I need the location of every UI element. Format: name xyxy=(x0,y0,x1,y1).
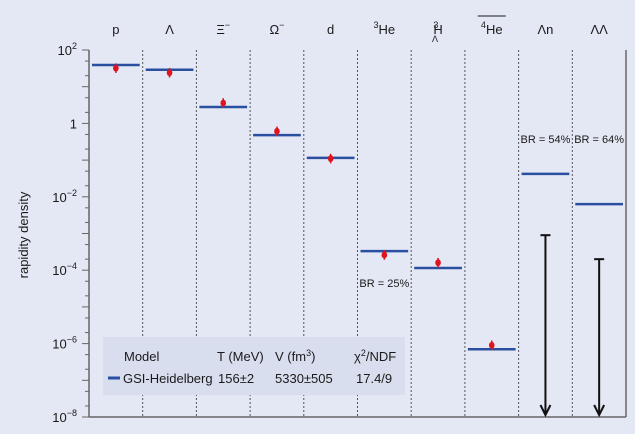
legend-header-t: T (MeV) xyxy=(217,349,264,364)
legend-header-model: Model xyxy=(124,349,160,364)
category-label: 3H xyxy=(433,20,442,37)
data-point xyxy=(488,341,495,349)
branching-ratio-label: BR = 64% xyxy=(574,134,624,146)
data-point xyxy=(327,155,334,162)
legend-model-name: GSI-Heidelberg xyxy=(123,371,213,386)
data-point xyxy=(435,259,441,267)
y-tick-label: 1 xyxy=(70,116,77,131)
y-tick-label: 10−8 xyxy=(52,408,77,425)
category-label: ΛΛ xyxy=(590,22,608,37)
legend-model-v: 5330±505 xyxy=(275,371,333,386)
branching-ratio-label: BR = 25% xyxy=(359,278,409,290)
data-point xyxy=(113,64,119,72)
category-label: Λn xyxy=(537,22,553,37)
data-point xyxy=(381,251,388,259)
data-point xyxy=(274,127,280,135)
arrow-head-icon xyxy=(539,404,552,418)
category-subscript: Λ xyxy=(432,34,438,44)
y-axis-label: rapidity density xyxy=(16,191,31,278)
branching-ratio-label: BR = 54% xyxy=(521,134,571,146)
category-label: Ξ− xyxy=(216,20,230,37)
category-label: Λ xyxy=(165,22,174,37)
category-label: Ω− xyxy=(269,20,284,37)
arrow-head-icon xyxy=(593,404,606,418)
legend-box xyxy=(103,337,405,395)
y-tick-label: 10−2 xyxy=(52,188,77,205)
category-label: 3He xyxy=(374,20,396,37)
y-tick-label: 10−6 xyxy=(52,335,77,352)
legend-header-v: V (fm3) xyxy=(275,348,315,364)
legend: Model T (MeV) V (fm3) χ2/NDF GSI-Heidelb… xyxy=(103,337,405,395)
category-label: 4He xyxy=(481,20,503,37)
legend-model-chi2: 17.4/9 xyxy=(356,371,392,386)
data-point xyxy=(166,69,173,77)
y-tick-label: 102 xyxy=(58,41,77,58)
legend-model-t: 156±2 xyxy=(218,371,254,386)
category-label: d xyxy=(327,22,334,37)
data-point xyxy=(220,99,227,107)
legend-header-chi2: χ2/NDF xyxy=(354,348,396,364)
y-tick-label: 10−4 xyxy=(52,261,77,278)
category-label: p xyxy=(112,22,119,37)
